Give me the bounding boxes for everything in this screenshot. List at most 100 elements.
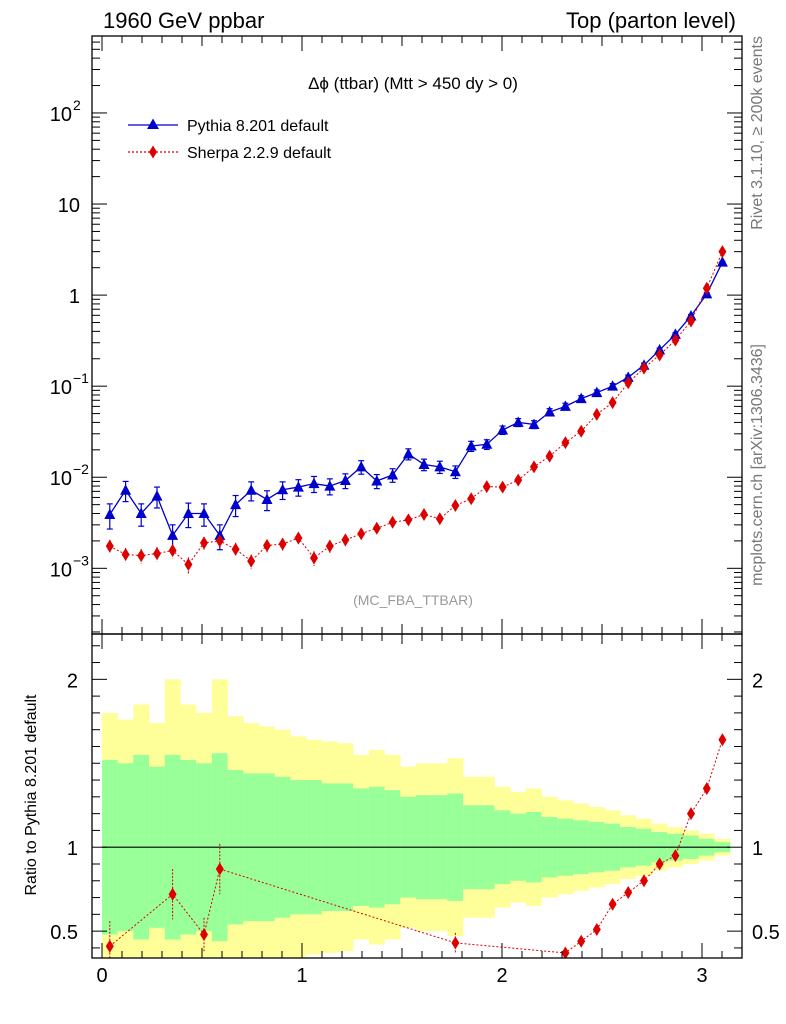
point-pythia [292, 481, 304, 492]
ratio-y-tick-label-left: 1 [67, 838, 78, 860]
point-pythia [151, 490, 163, 501]
point-sherpa [608, 396, 617, 410]
ratio-point [687, 807, 695, 821]
ratio-point [640, 874, 648, 888]
point-pythia [135, 507, 147, 518]
point-pythia [120, 484, 132, 495]
point-pythia [198, 507, 210, 518]
point-sherpa [640, 361, 648, 375]
ratio-point [168, 887, 177, 901]
x-tick-label: 3 [696, 965, 707, 987]
y-tick-label-exp: −3 [73, 552, 89, 568]
point-pythia [544, 406, 556, 417]
point-sherpa [137, 549, 146, 563]
plot-title: Δϕ (ttbar) (Mtt > 450 dy > 0) [308, 74, 518, 93]
point-pythia [575, 392, 587, 404]
mcplots-label: mcplots.cern.ch [arXiv:1306.3436] [749, 344, 766, 586]
ratio-series-line [109, 739, 723, 954]
point-sherpa [215, 534, 224, 548]
point-sherpa [514, 473, 523, 487]
legend: Pythia 8.201 default Sherpa 2.2.9 defaul… [128, 118, 332, 162]
point-pythia [355, 460, 367, 472]
point-sherpa [372, 521, 381, 535]
point-sherpa [530, 460, 538, 474]
point-sherpa [310, 551, 318, 565]
point-sherpa [325, 539, 334, 553]
ratio-point [105, 939, 114, 953]
y-tick-label-exp: −2 [73, 461, 89, 477]
ratio-frame [91, 633, 743, 959]
y-tick-label-exp: 2 [73, 97, 81, 113]
point-pythia [324, 480, 336, 491]
ratio-point [718, 733, 727, 747]
point-sherpa [404, 513, 413, 527]
point-sherpa [592, 407, 601, 421]
ratio-point [215, 862, 224, 876]
header-right: Top (parton level) [566, 8, 736, 33]
ratio-ylabel: Ratio to Pythia 8.201 default [23, 694, 40, 896]
point-pythia [607, 380, 619, 391]
ratio-y-axis: 0.5 0.5 1 1 2 2 [50, 645, 780, 949]
point-pythia [418, 458, 430, 470]
point-pythia [497, 424, 509, 435]
ratio-point [451, 936, 460, 950]
point-sherpa [231, 542, 240, 556]
y-tick-label: 10 [58, 195, 80, 217]
point-pythia [434, 460, 446, 472]
point-pythia [277, 483, 289, 495]
ratio-point [671, 849, 680, 863]
rivet-label: Rivet 3.1.10, ≥ 200k events [749, 36, 766, 230]
ratio-y-tick-label-left: 2 [67, 670, 78, 692]
ratio-y-tick-label-right: 2 [752, 670, 763, 692]
point-sherpa [341, 533, 350, 547]
point-sherpa [718, 245, 727, 259]
main-series [104, 245, 728, 574]
point-pythia [528, 418, 540, 429]
ratio-y-tick-label-left: 0.5 [50, 922, 78, 944]
point-sherpa [294, 531, 303, 545]
point-sherpa [388, 515, 397, 529]
point-sherpa [687, 314, 695, 328]
point-sherpa [671, 333, 680, 347]
ratio-point [624, 886, 633, 900]
point-sherpa [247, 554, 256, 568]
x-tick-label: 2 [496, 965, 507, 987]
y-tick-label-exp: −1 [73, 370, 89, 386]
point-sherpa [184, 558, 193, 572]
point-sherpa [420, 507, 428, 521]
series-line-sherpa [109, 251, 723, 566]
point-pythia [230, 498, 242, 510]
series-line-pythia [109, 261, 723, 537]
x-tick-label: 1 [296, 965, 307, 987]
point-sherpa [561, 436, 570, 450]
ratio-bands [102, 679, 731, 958]
legend-marker-pythia [147, 118, 159, 129]
point-sherpa [357, 527, 366, 541]
point-pythia [245, 484, 257, 495]
point-pythia [512, 416, 524, 427]
x-tick-label: 0 [96, 965, 107, 987]
point-sherpa [451, 498, 460, 512]
point-pythia [559, 400, 571, 411]
point-sherpa [482, 480, 491, 494]
point-pythia [716, 256, 728, 267]
point-sherpa [498, 480, 507, 494]
point-sherpa [153, 547, 161, 561]
legend-label-pythia: Pythia 8.201 default [187, 118, 329, 135]
point-sherpa [545, 449, 554, 463]
point-pythia [104, 508, 116, 519]
point-pythia [465, 440, 477, 451]
point-pythia [591, 386, 603, 398]
y-tick-label: 10 [50, 468, 72, 490]
x-axis: 0 1 2 3 [96, 36, 743, 987]
point-pythia [402, 447, 414, 459]
point-sherpa [467, 492, 476, 506]
ratio-point [702, 781, 711, 795]
point-pythia [371, 474, 383, 486]
y-tick-label: 10 [50, 559, 72, 581]
ratio-point [561, 946, 570, 958]
point-pythia [387, 468, 399, 480]
point-pythia [308, 477, 320, 489]
